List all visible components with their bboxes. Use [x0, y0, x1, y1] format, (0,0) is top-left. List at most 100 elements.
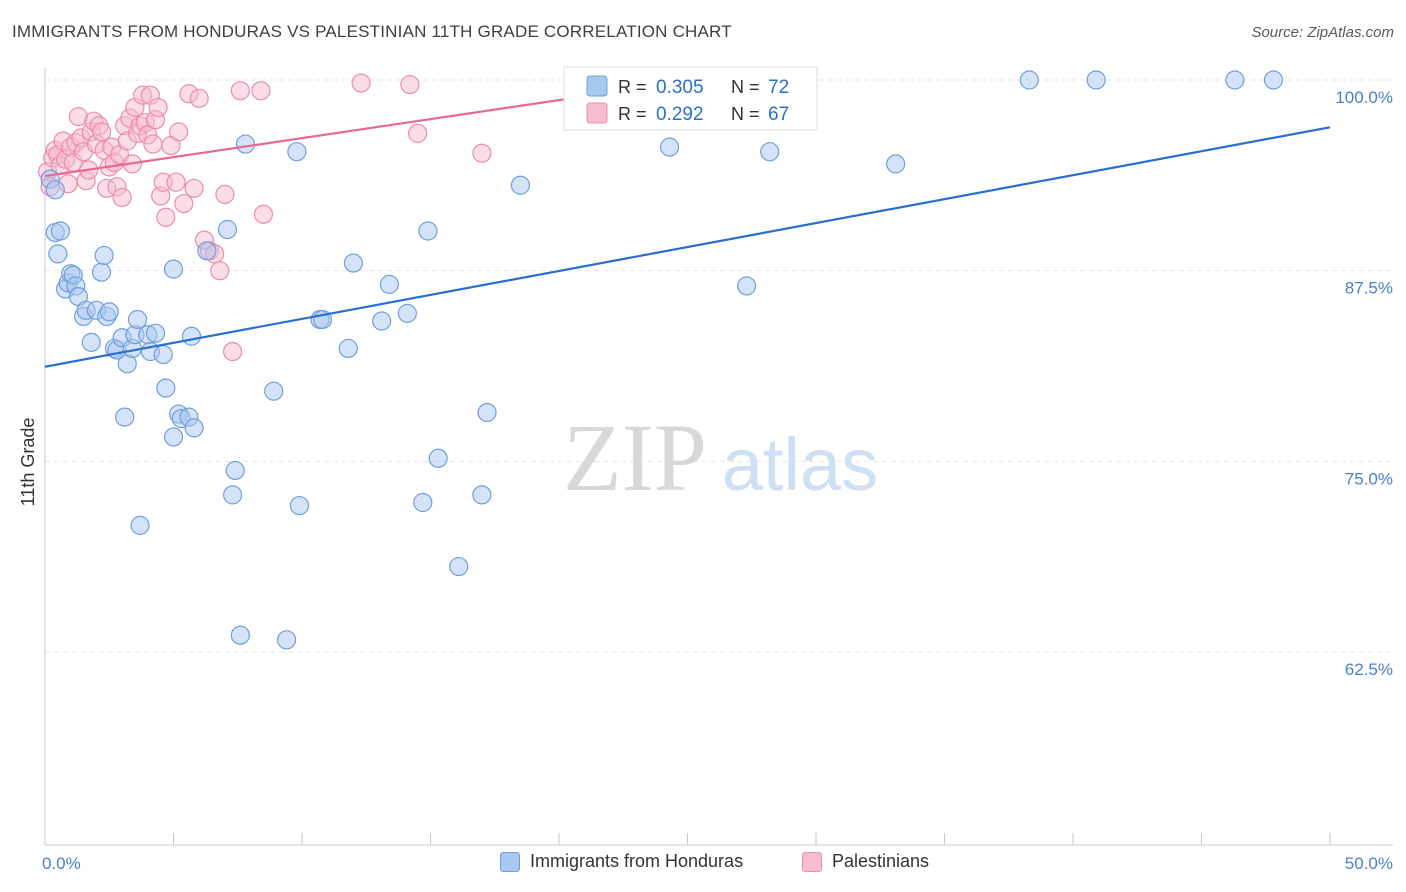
pink-point-46 — [156, 207, 176, 227]
blue-point-49 — [289, 495, 310, 516]
blue-point-69 — [1086, 70, 1106, 90]
blue-point-35 — [181, 326, 202, 346]
legend-blue-r-label: R = — [618, 77, 647, 97]
palestinians-points — [37, 73, 492, 362]
blue-point-54 — [372, 311, 392, 331]
blue-point-30 — [156, 378, 176, 398]
legend-blue-r-value: 0.305 — [656, 77, 704, 98]
legend-item-honduras: Immigrants from Honduras — [500, 851, 743, 872]
x-tick-label-0: 0.0% — [42, 854, 81, 873]
pink-point-58 — [215, 184, 235, 204]
blue-point-45 — [130, 515, 150, 535]
watermark: ZIP atlas — [563, 404, 878, 511]
blue-point-18 — [99, 302, 119, 322]
y-tick-label-0: 100.0% — [1335, 88, 1393, 107]
pink-point-43 — [148, 97, 168, 118]
pink-point-60 — [230, 81, 250, 101]
blue-point-61 — [472, 485, 492, 505]
correlation-legend: R = 0.305 N = 72 R = 0.292 N = 67 — [563, 66, 818, 131]
pink-point-21 — [91, 122, 112, 142]
y-axis-label: 11th Grade — [18, 418, 38, 507]
blue-point-55 — [379, 274, 399, 294]
blue-point-29 — [153, 344, 173, 365]
legend-blue-swatch — [586, 75, 608, 97]
tick-labels: 100.0% 87.5% 75.0% 62.5% 0.0% 50.0% — [42, 88, 1393, 873]
blue-point-58 — [418, 221, 438, 241]
blue-point-1 — [45, 180, 65, 200]
legend-honduras-swatch — [500, 851, 520, 872]
blue-point-40 — [230, 625, 250, 645]
blue-point-47 — [264, 381, 284, 401]
blue-point-41 — [235, 134, 256, 154]
pink-point-66 — [400, 74, 420, 95]
blue-point-36 — [197, 241, 217, 261]
blue-point-3 — [50, 221, 71, 241]
blue-point-37 — [217, 219, 238, 240]
blue-point-48 — [276, 630, 297, 650]
legend-palestinians-label: Palestinians — [832, 851, 930, 871]
blue-point-16 — [94, 245, 114, 266]
blue-point-60 — [449, 556, 469, 577]
pink-point-41 — [143, 134, 163, 154]
watermark-zip: ZIP — [563, 404, 707, 511]
legend-pink-r-label: R = — [618, 104, 647, 124]
blue-point-52 — [338, 338, 358, 359]
blue-point-64 — [659, 137, 680, 157]
blue-point-43 — [184, 418, 204, 438]
legend-pink-swatch — [586, 102, 608, 124]
x-tick-label-1: 50.0% — [1345, 854, 1393, 873]
pink-point-49 — [169, 122, 189, 142]
blue-point-13 — [81, 332, 101, 352]
blue-point-65 — [737, 276, 757, 296]
blue-point-31 — [163, 259, 184, 279]
pink-point-53 — [189, 88, 209, 108]
y-tick-label-1: 87.5% — [1345, 279, 1393, 298]
chart-source: Source: ZipAtlas.com — [1251, 24, 1394, 41]
blue-point-39 — [225, 460, 245, 481]
pink-point-57 — [210, 261, 230, 281]
blue-point-62 — [477, 402, 497, 423]
blue-point-53 — [343, 253, 363, 273]
watermark-atlas: atlas — [722, 423, 878, 506]
blue-point-57 — [413, 492, 433, 513]
legend-blue-n-value: 72 — [768, 77, 789, 98]
pink-point-50 — [174, 193, 194, 214]
gridlines — [45, 79, 1393, 653]
blue-point-38 — [223, 485, 243, 505]
legend-palestinians-swatch — [802, 851, 822, 872]
pink-point-61 — [251, 81, 271, 101]
blue-point-4 — [48, 244, 68, 264]
blue-point-67 — [886, 154, 906, 174]
axes — [44, 68, 1393, 846]
blue-point-44 — [115, 407, 135, 427]
legend-blue-n-label: N = — [731, 77, 760, 97]
legend-pink-n-value: 67 — [768, 104, 789, 125]
blue-point-56 — [397, 303, 417, 323]
pink-point-29 — [112, 187, 132, 208]
chart-title: IMMIGRANTS FROM HONDURAS VS PALESTINIAN … — [12, 22, 732, 41]
blue-point-63 — [510, 175, 531, 195]
y-tick-label-2: 75.0% — [1345, 469, 1393, 488]
blue-point-70 — [1225, 70, 1245, 90]
legend-pink-n-label: N = — [731, 104, 760, 124]
legend-pink-r-value: 0.292 — [656, 104, 704, 125]
blue-point-42 — [163, 427, 184, 447]
pink-point-65 — [472, 143, 492, 163]
honduras-points — [40, 70, 1284, 650]
blue-point-28 — [145, 323, 166, 343]
blue-point-71 — [1263, 70, 1284, 90]
blue-point-15 — [91, 262, 112, 282]
blue-point-59 — [428, 448, 448, 468]
legend-honduras-label: Immigrants from Honduras — [530, 851, 744, 871]
blue-point-66 — [760, 142, 780, 162]
legend-item-palestinians: Palestinians — [802, 851, 929, 872]
blue-trend-line — [44, 126, 1331, 368]
pink-point-59 — [223, 341, 243, 362]
pink-point-62 — [253, 204, 274, 224]
blue-point-68 — [1019, 70, 1039, 90]
pink-point-63 — [351, 73, 371, 93]
blue-point-46 — [287, 142, 307, 162]
pink-point-48 — [166, 172, 186, 192]
y-tick-label-3: 62.5% — [1345, 660, 1393, 679]
